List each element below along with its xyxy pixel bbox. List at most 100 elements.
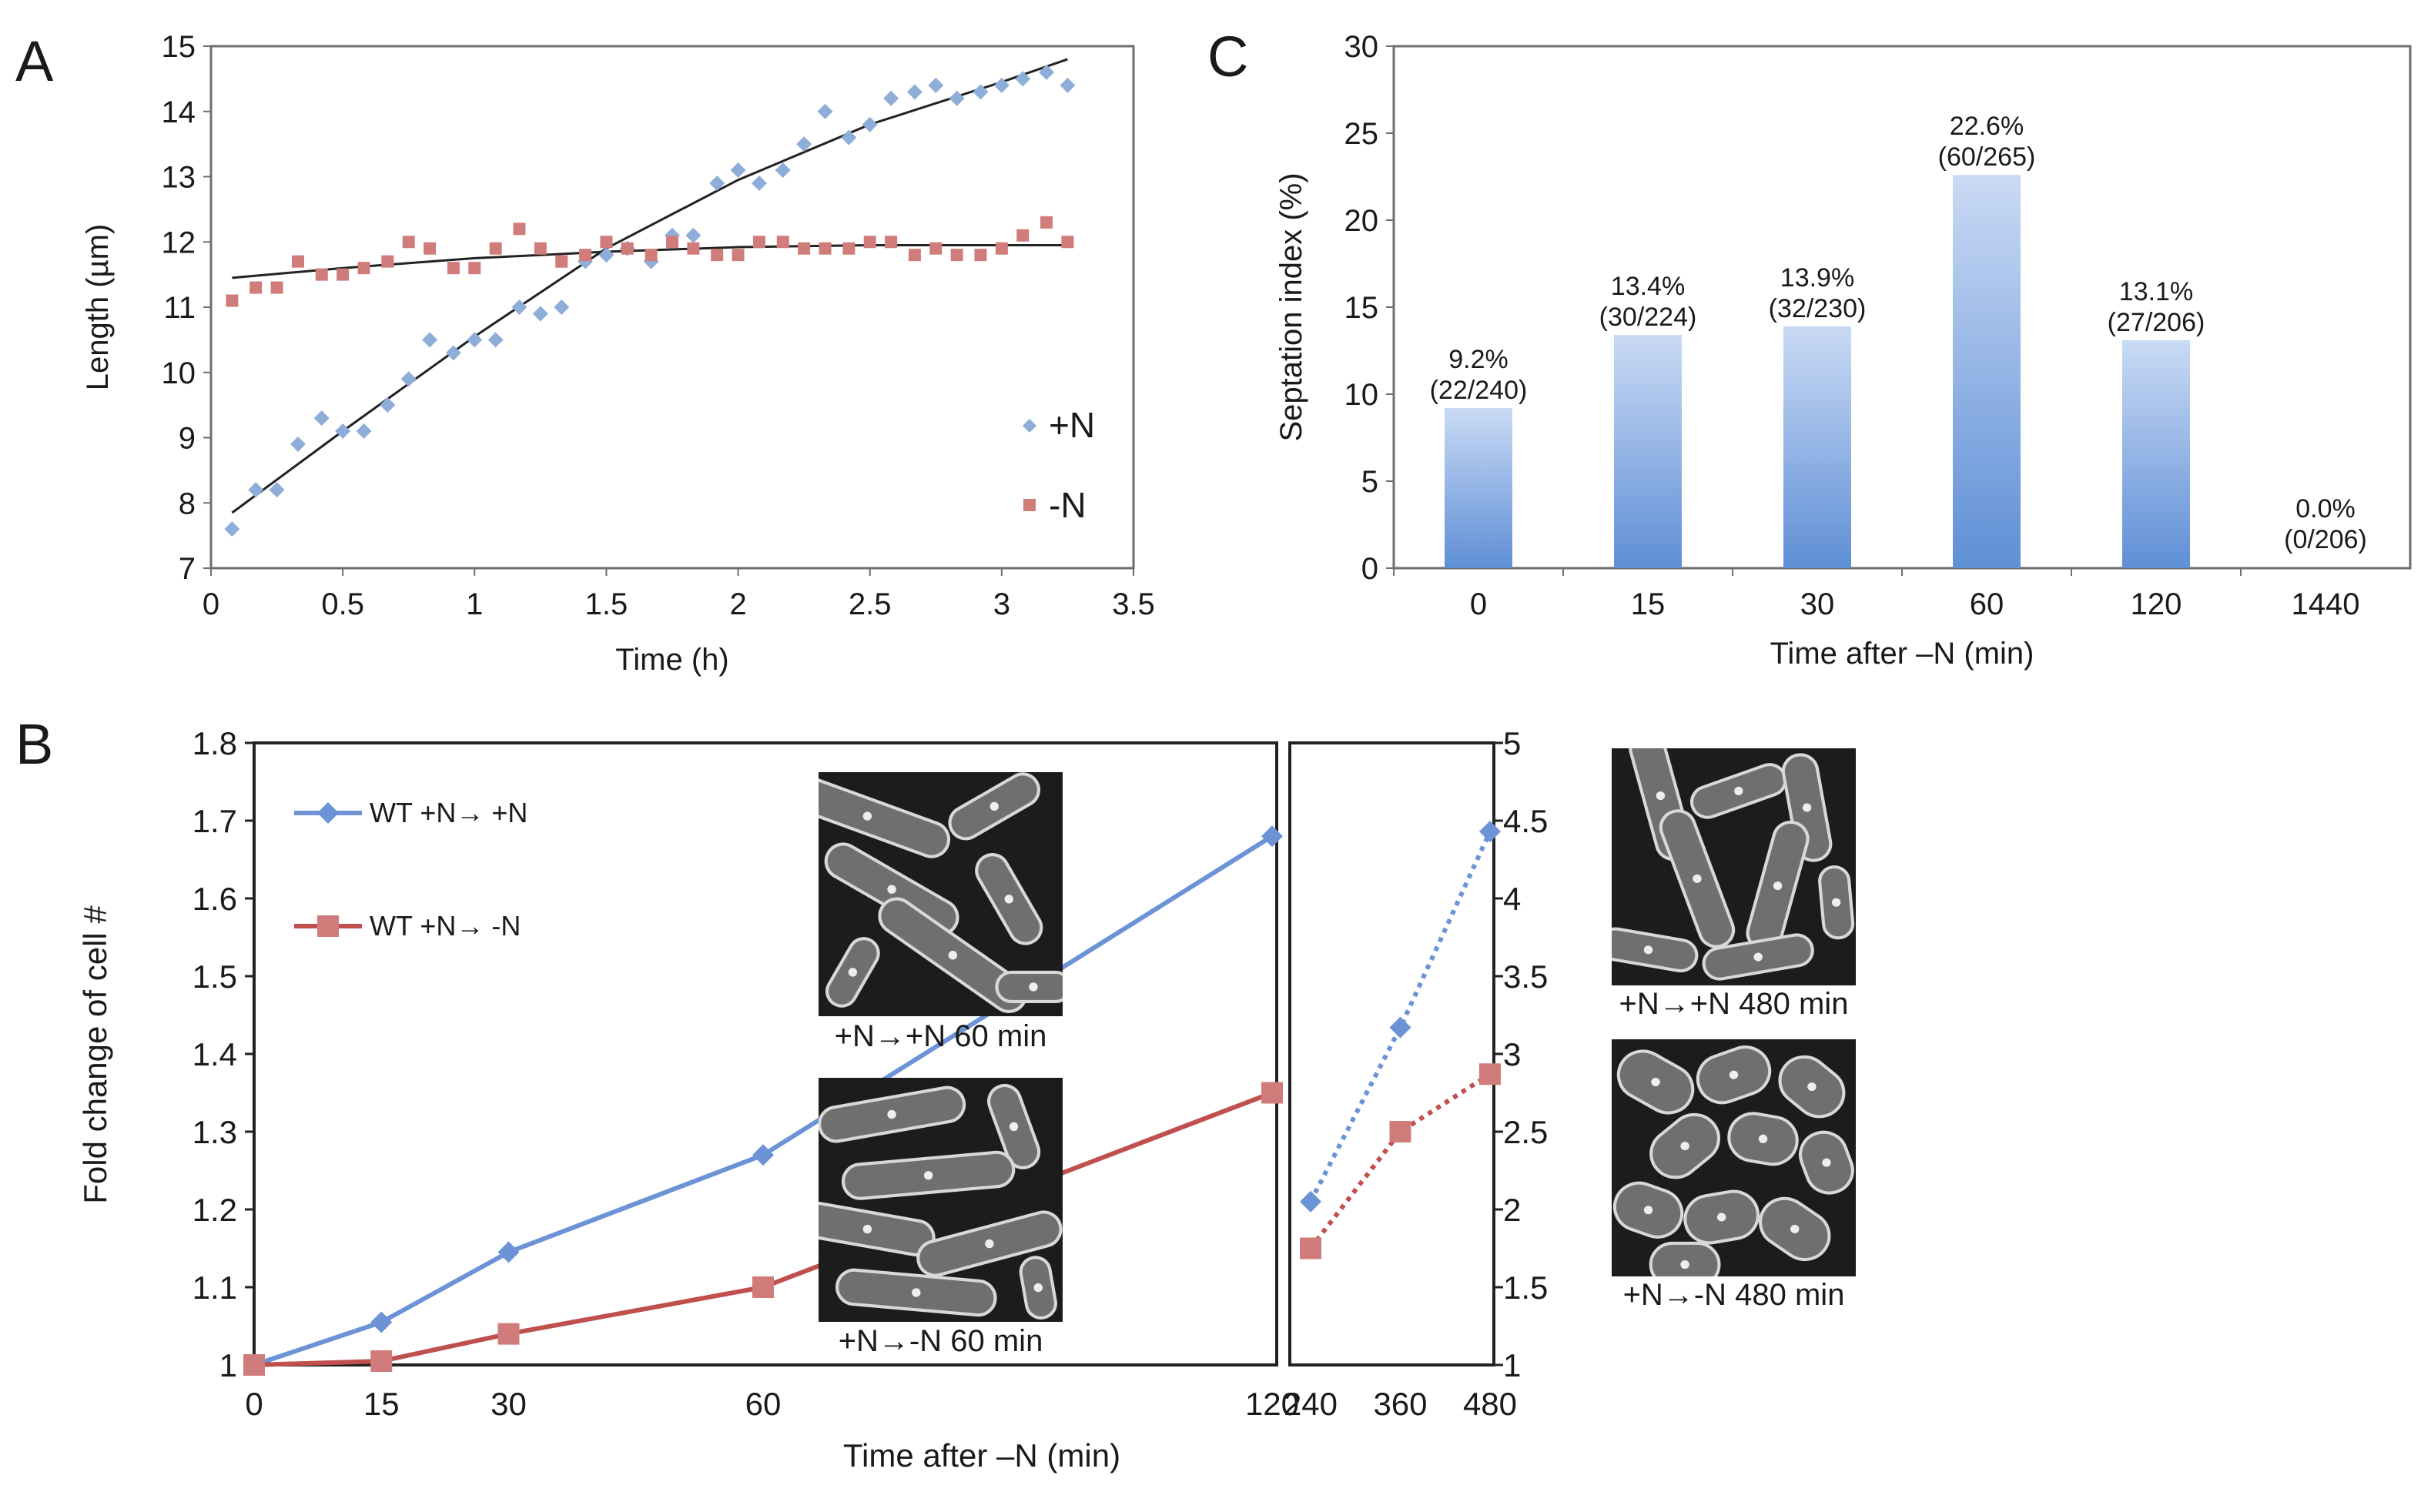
point-minus-n bbox=[798, 242, 811, 255]
point-wt-minus bbox=[1389, 1121, 1411, 1142]
chart-b-right-frame bbox=[1288, 741, 1495, 1366]
point-minus-n bbox=[776, 236, 789, 249]
chart-a-frame bbox=[209, 45, 1135, 570]
micrograph-plus-plus-60 bbox=[819, 772, 1063, 1016]
point-wt-minus bbox=[370, 1350, 393, 1372]
x-tick-label-left: 30 bbox=[491, 1386, 527, 1422]
bar bbox=[1614, 335, 1682, 568]
chart-c-xlabel: Time after –N (min) bbox=[1770, 637, 2034, 671]
point-plus-n bbox=[400, 371, 417, 387]
point-minus-n bbox=[315, 268, 328, 281]
point-minus-n bbox=[534, 242, 547, 255]
point-plus-n bbox=[1060, 77, 1076, 93]
point-minus-n bbox=[489, 242, 502, 255]
x-tick-label-left: 60 bbox=[745, 1386, 782, 1422]
y-tick-label: 20 bbox=[1344, 204, 1379, 238]
point-plus-n bbox=[224, 521, 240, 537]
y-tick-label-left: 1.1 bbox=[193, 1269, 237, 1306]
y-tick-label: 5 bbox=[1361, 465, 1378, 499]
y-tick-label-right: 2.5 bbox=[1503, 1114, 1548, 1150]
cells-illustration bbox=[1612, 748, 1855, 981]
bar-count-label: (32/230) bbox=[1769, 294, 1867, 323]
cell bbox=[1689, 763, 1787, 819]
cell bbox=[1778, 1055, 1846, 1119]
x-tick-label-right: 360 bbox=[1373, 1386, 1427, 1422]
y-tick-label-right: 4.5 bbox=[1503, 803, 1548, 839]
cell bbox=[995, 970, 1063, 1004]
point-plus-n bbox=[554, 299, 570, 315]
panel-label-b: B bbox=[15, 712, 53, 776]
y-tick-label: 0 bbox=[1361, 552, 1378, 586]
point-minus-n bbox=[513, 222, 526, 236]
bar-count-label: (60/265) bbox=[1938, 142, 2036, 172]
point-wt-minus bbox=[1479, 1063, 1501, 1085]
y-tick-label: 25 bbox=[1344, 117, 1379, 151]
y-tick-label: 13 bbox=[162, 161, 196, 195]
cell bbox=[1696, 1045, 1772, 1105]
bar-value-label: 0.0% bbox=[2295, 494, 2356, 524]
x-tick-label: 15 bbox=[1631, 587, 1666, 621]
cell bbox=[825, 937, 880, 1008]
point-plus-n bbox=[973, 84, 989, 100]
point-plus-n bbox=[709, 175, 725, 191]
bar-value-label: 22.6% bbox=[1950, 112, 2024, 141]
chart-b-xlabel: Time after –N (min) bbox=[843, 1437, 1120, 1474]
cell bbox=[1798, 1130, 1854, 1195]
chart-a-legend: +N -N bbox=[1023, 405, 1095, 525]
legend-wt-minus-label: WT +N→ -N bbox=[370, 910, 521, 942]
x-tick-label: 120 bbox=[2131, 587, 2182, 621]
cell bbox=[1612, 1181, 1684, 1239]
point-minus-n bbox=[579, 249, 592, 262]
cell bbox=[1702, 933, 1814, 981]
micrograph-plus-minus-60 bbox=[819, 1078, 1063, 1322]
x-tick-label: 3 bbox=[993, 587, 1010, 621]
chart-a-xlabel: Time (h) bbox=[615, 643, 728, 677]
cell bbox=[1818, 865, 1855, 940]
x-tick-label: 3.5 bbox=[1112, 587, 1155, 621]
point-wt-minus bbox=[243, 1354, 265, 1376]
line-wt-minus-left bbox=[253, 1090, 1274, 1367]
panel-label-c: C bbox=[1207, 25, 1248, 89]
bar-count-label: (30/224) bbox=[1599, 303, 1697, 332]
y-tick-label-left: 1.3 bbox=[193, 1114, 237, 1150]
point-wt-plus bbox=[1389, 1016, 1411, 1039]
point-plus-n bbox=[817, 103, 833, 119]
chart-a: 0 0.5 1 1.5 2 2.5 3 3.5 7 8 9 10 11 12 13 14 15 Time (h… bbox=[81, 30, 1155, 677]
point-minus-n bbox=[357, 262, 370, 275]
cell bbox=[819, 774, 951, 858]
point-plus-n bbox=[906, 84, 923, 100]
point-minus-n bbox=[291, 255, 304, 268]
point-minus-n bbox=[645, 249, 658, 262]
point-plus-n bbox=[290, 436, 306, 452]
point-wt-minus bbox=[497, 1323, 520, 1345]
cell bbox=[987, 1083, 1041, 1169]
chart-b-legend: WT +N→ +N WT +N→ -N bbox=[294, 797, 527, 942]
legend-plus-n: +N bbox=[1049, 405, 1095, 445]
cell bbox=[1612, 927, 1699, 973]
cell bbox=[1683, 1189, 1760, 1245]
legend-minus-n: -N bbox=[1049, 485, 1087, 525]
x-tick-label-right: 240 bbox=[1284, 1386, 1338, 1422]
cells-illustration bbox=[1612, 1045, 1854, 1276]
y-tick-label: 8 bbox=[179, 487, 196, 520]
y-tick-label-right: 1.5 bbox=[1503, 1269, 1548, 1306]
point-minus-n bbox=[402, 236, 415, 249]
point-wt-minus bbox=[1300, 1237, 1321, 1259]
micrograph-caption-pm60: +N→-N 60 min bbox=[838, 1324, 1043, 1358]
cell bbox=[1019, 1256, 1057, 1320]
cell bbox=[878, 897, 1028, 1013]
cell bbox=[1759, 1196, 1831, 1262]
point-wt-plus bbox=[497, 1241, 520, 1263]
chart-c-frame bbox=[1392, 45, 2412, 570]
point-plus-n bbox=[335, 423, 351, 440]
x-tick-label: 2.5 bbox=[849, 587, 892, 621]
point-minus-n bbox=[270, 281, 283, 294]
point-wt-minus bbox=[1261, 1082, 1283, 1104]
cell bbox=[1727, 1112, 1799, 1166]
y-tick-label-left: 1.6 bbox=[193, 881, 237, 917]
cell bbox=[835, 1268, 997, 1317]
x-tick-label-left: 120 bbox=[1245, 1386, 1299, 1422]
y-tick-label: 15 bbox=[162, 30, 196, 64]
point-minus-n bbox=[621, 242, 634, 255]
